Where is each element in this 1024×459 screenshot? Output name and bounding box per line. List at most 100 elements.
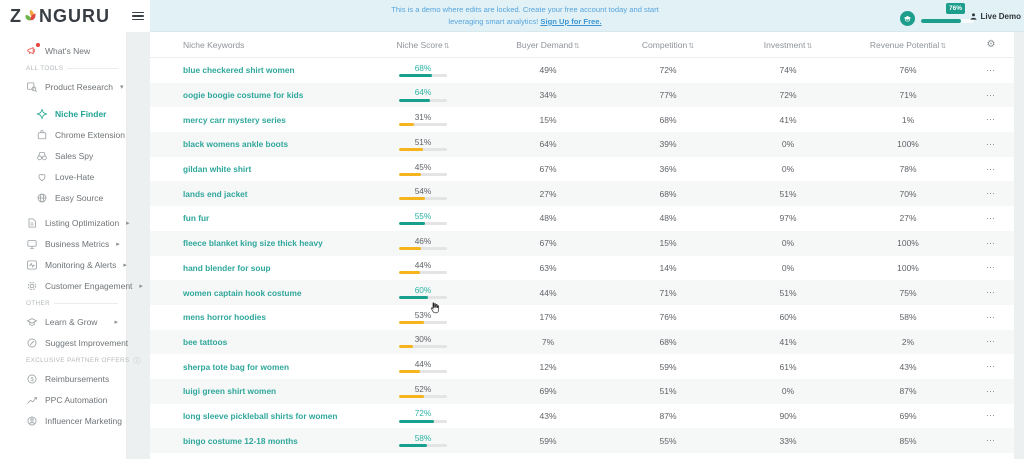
sidebar-item-whats-new[interactable]: What's New bbox=[0, 40, 126, 61]
row-menu-icon[interactable]: ⋯ bbox=[986, 64, 996, 75]
sidebar-item-love-hate[interactable]: Love-Hate bbox=[0, 166, 126, 187]
col-header-niche-score[interactable]: Niche Score⇅ bbox=[396, 39, 450, 50]
niche-score-bar bbox=[399, 271, 447, 275]
niche-keyword-link[interactable]: blue checkered shirt women bbox=[183, 65, 295, 76]
sidebar-label: What's New bbox=[45, 45, 91, 56]
row-menu-icon[interactable]: ⋯ bbox=[986, 212, 996, 223]
row-menu-icon[interactable]: ⋯ bbox=[986, 287, 996, 298]
puzzle-icon bbox=[36, 129, 48, 141]
competition-value: 59% bbox=[659, 361, 677, 372]
competition-value: 55% bbox=[659, 435, 677, 446]
sidebar-item-reimbursements[interactable]: $ Reimbursements bbox=[0, 368, 126, 389]
sidebar-item-sales-spy[interactable]: Sales Spy bbox=[0, 145, 126, 166]
niche-keyword-link[interactable]: bingo costume 12-18 months bbox=[183, 435, 298, 446]
row-menu-icon[interactable]: ⋯ bbox=[986, 410, 996, 421]
sidebar-item-listing-optimization[interactable]: Listing Optimization ▸ bbox=[0, 212, 130, 233]
niche-keyword-link[interactable]: luigi green shirt women bbox=[183, 386, 277, 397]
sidebar-item-niche-finder[interactable]: Niche Finder bbox=[0, 103, 126, 124]
table-row[interactable]: lands end jacket 54% 27% 68% 51% 70% ⋯ bbox=[150, 181, 1014, 207]
niche-score-value: 45% bbox=[414, 161, 432, 172]
row-menu-icon[interactable]: ⋯ bbox=[986, 89, 996, 100]
academy-progress-icon[interactable] bbox=[900, 11, 915, 26]
sidebar-item-chrome-extension[interactable]: Chrome Extension bbox=[0, 124, 126, 145]
sidebar-item-customer-engagement[interactable]: Customer Engagement ▸ bbox=[0, 275, 143, 296]
sidebar-label: Business Metrics bbox=[45, 238, 110, 249]
row-menu-icon[interactable]: ⋯ bbox=[986, 163, 996, 174]
col-header-buyer-demand[interactable]: Buyer Demand⇅ bbox=[516, 39, 580, 50]
sidebar-label: Product Research bbox=[45, 81, 114, 92]
sidebar-label: Love-Hate bbox=[55, 171, 95, 182]
table-row[interactable]: luigi green shirt women 52% 69% 51% 0% 8… bbox=[150, 378, 1014, 404]
row-menu-icon[interactable]: ⋯ bbox=[986, 385, 996, 396]
table-row[interactable]: oogie boogie costume for kids 64% 34% 77… bbox=[150, 82, 1014, 108]
col-header-competition[interactable]: Competition⇅ bbox=[641, 39, 695, 50]
niche-keyword-link[interactable]: oogie boogie costume for kids bbox=[183, 90, 304, 101]
table-row[interactable]: fleece blanket king size thick heavy 46%… bbox=[150, 230, 1014, 256]
table-row[interactable]: fun fur 55% 48% 48% 97% 27% ⋯ bbox=[150, 206, 1014, 231]
niche-score-value: 72% bbox=[414, 408, 432, 419]
niche-keyword-link[interactable]: women captain hook costume bbox=[183, 287, 302, 298]
niche-keyword-link[interactable]: gildan white shirt bbox=[183, 164, 252, 175]
row-menu-icon[interactable]: ⋯ bbox=[986, 262, 996, 273]
investment-value: 60% bbox=[779, 312, 797, 323]
column-settings-gear-icon[interactable]: ⚙ bbox=[986, 39, 996, 50]
row-menu-icon[interactable]: ⋯ bbox=[986, 336, 996, 347]
sort-icon: ⇅ bbox=[443, 42, 450, 50]
sort-icon: ⇅ bbox=[688, 42, 695, 50]
logo-text-post: NGURU bbox=[39, 5, 110, 26]
buyer-demand-value: 34% bbox=[539, 90, 557, 101]
niche-keyword-link[interactable]: lands end jacket bbox=[183, 188, 248, 199]
globe-icon bbox=[36, 192, 48, 204]
niche-keyword-link[interactable]: hand blender for soup bbox=[183, 262, 271, 273]
niche-keyword-link[interactable]: long sleeve pickleball shirts for women bbox=[183, 410, 338, 421]
account-menu[interactable]: Live Demo bbox=[969, 0, 1021, 32]
row-menu-icon[interactable]: ⋯ bbox=[986, 435, 996, 446]
niche-keyword-link[interactable]: fun fur bbox=[183, 213, 210, 224]
niche-keyword-link[interactable]: black womens ankle boots bbox=[183, 139, 289, 150]
sidebar-item-suggest-improvement[interactable]: Suggest Improvement bbox=[0, 332, 128, 353]
row-menu-icon[interactable]: ⋯ bbox=[986, 311, 996, 322]
row-menu-icon[interactable]: ⋯ bbox=[986, 138, 996, 149]
row-menu-icon[interactable]: ⋯ bbox=[986, 237, 996, 248]
table-row[interactable]: women captain hook costume 60% 44% 71% 5… bbox=[150, 280, 1014, 305]
table-row[interactable]: blue checkered shirt women 68% 49% 72% 7… bbox=[150, 58, 1014, 83]
sidebar-label: Monitoring & Alerts bbox=[45, 259, 117, 270]
sidebar-item-product-research[interactable]: Product Research ▾ bbox=[0, 76, 126, 97]
table-row[interactable]: bingo costume 12-18 months 58% 59% 55% 3… bbox=[150, 428, 1014, 453]
row-menu-icon[interactable]: ⋯ bbox=[986, 361, 996, 372]
niche-score-cell: 55% bbox=[358, 211, 488, 226]
niche-score-cell: 31% bbox=[358, 113, 488, 127]
zonguru-logo[interactable]: Z NGURU bbox=[10, 6, 110, 27]
sidebar-item-influencer-marketing[interactable]: Influencer Marketing bbox=[0, 410, 126, 431]
table-row[interactable]: mercy carr mystery series 31% 15% 68% 41… bbox=[150, 107, 1014, 132]
niche-keyword-link[interactable]: mens horror hoodies bbox=[183, 312, 266, 323]
table-row[interactable]: mens horror hoodies 53% 17% 76% 60% 58% … bbox=[150, 305, 1014, 330]
row-menu-icon[interactable]: ⋯ bbox=[986, 114, 996, 125]
niche-keyword-link[interactable]: mercy carr mystery series bbox=[183, 114, 286, 125]
sign-up-link[interactable]: Sign Up for Free. bbox=[540, 16, 602, 26]
niche-keyword-link[interactable]: sherpa tote bag for women bbox=[183, 361, 290, 372]
sidebar-item-easy-source[interactable]: Easy Source bbox=[0, 187, 126, 208]
sidebar-item-business-metrics[interactable]: Business Metrics ▸ bbox=[0, 233, 126, 254]
table-row[interactable]: hand blender for soup 44% 63% 14% 0% 100… bbox=[150, 256, 1014, 281]
sidebar-item-learn-grow[interactable]: Learn & Grow ▸ bbox=[0, 311, 126, 332]
col-header-revenue-potential[interactable]: Revenue Potential⇅ bbox=[869, 39, 947, 50]
row-menu-icon[interactable]: ⋯ bbox=[986, 188, 996, 199]
col-header-investment[interactable]: Investment⇅ bbox=[763, 39, 813, 50]
sidebar-item-ppc-automation[interactable]: PPC Automation bbox=[0, 389, 126, 410]
competition-value: 39% bbox=[659, 139, 677, 150]
info-icon[interactable]: ⓘ bbox=[133, 357, 141, 365]
table-row[interactable]: long sleeve pickleball shirts for women … bbox=[150, 404, 1014, 429]
niche-keyword-link[interactable]: bee tattoos bbox=[183, 336, 228, 347]
academy-progress-bar[interactable] bbox=[921, 19, 974, 23]
table-row[interactable]: black womens ankle boots 51% 64% 39% 0% … bbox=[150, 132, 1014, 157]
table-row[interactable]: sherpa tote bag for women 44% 12% 59% 61… bbox=[150, 354, 1014, 379]
table-row[interactable]: bee tattoos 30% 7% 68% 41% 2% ⋯ bbox=[150, 329, 1014, 355]
revenue-potential-value: 76% bbox=[899, 65, 917, 76]
hamburger-menu-icon[interactable] bbox=[132, 11, 144, 21]
niche-keyword-link[interactable]: fleece blanket king size thick heavy bbox=[183, 238, 323, 249]
sidebar-item-monitoring-alerts[interactable]: Monitoring & Alerts ▸ bbox=[0, 254, 127, 275]
investment-value: 61% bbox=[779, 361, 797, 372]
table-row[interactable]: gildan white shirt 45% 67% 36% 0% 78% ⋯ bbox=[150, 157, 1014, 182]
